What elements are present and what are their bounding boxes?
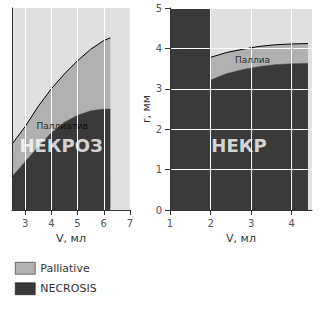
svg-text:V, мл: V, мл (226, 232, 256, 245)
svg-text:Паллиатив: Паллиатив (37, 121, 89, 131)
svg-text:3: 3 (22, 218, 28, 229)
svg-text:НЕКР: НЕКР (211, 135, 266, 156)
svg-text:4: 4 (156, 43, 162, 54)
svg-text:1: 1 (167, 218, 173, 229)
svg-text:2: 2 (156, 124, 162, 135)
svg-text:4: 4 (48, 218, 54, 229)
svg-text:0: 0 (156, 205, 162, 216)
svg-text:НЕКРОЗ: НЕКРОЗ (19, 135, 102, 156)
svg-text:r, мм: r, мм (140, 95, 153, 123)
svg-text:5: 5 (156, 3, 162, 14)
svg-text:3: 3 (156, 83, 162, 94)
svg-text:5: 5 (74, 218, 80, 229)
svg-text:3: 3 (248, 218, 254, 229)
svg-text:Паллиа: Паллиа (235, 55, 270, 65)
svg-text:7: 7 (127, 218, 133, 229)
svg-text:1: 1 (156, 164, 162, 175)
svg-text:Palliative: Palliative (40, 262, 90, 275)
svg-text:NECROSIS: NECROSIS (40, 282, 96, 295)
svg-text:4: 4 (289, 218, 295, 229)
svg-text:V, мл: V, мл (56, 232, 86, 245)
svg-text:2: 2 (207, 218, 213, 229)
svg-text:6: 6 (101, 218, 107, 229)
